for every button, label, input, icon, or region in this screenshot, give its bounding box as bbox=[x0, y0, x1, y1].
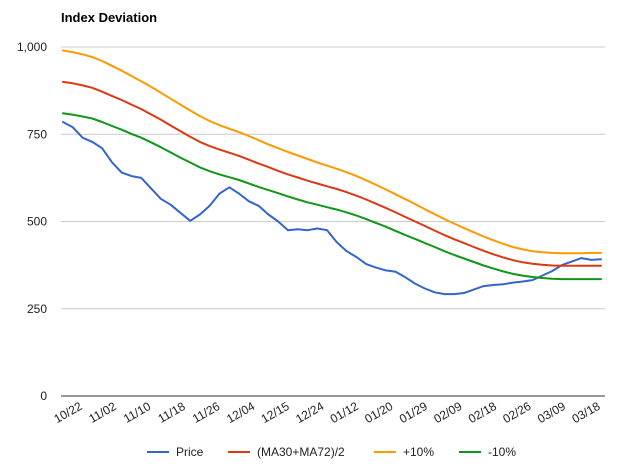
x-tick-label: 01/20 bbox=[362, 399, 395, 426]
y-tick-label: 0 bbox=[40, 389, 47, 403]
x-tick-label: 02/09 bbox=[431, 399, 464, 426]
series-line bbox=[62, 121, 602, 296]
x-tick-label: 12/04 bbox=[224, 399, 257, 426]
legend-label: +10% bbox=[403, 445, 434, 459]
x-tick-label: 01/12 bbox=[328, 399, 361, 426]
series-line bbox=[62, 80, 602, 267]
y-tick-label: 500 bbox=[27, 215, 47, 229]
x-tick-label: 02/18 bbox=[466, 399, 499, 426]
x-tick-label: 12/24 bbox=[293, 399, 326, 426]
series-line bbox=[62, 49, 602, 255]
x-tick-label: 03/18 bbox=[569, 399, 602, 426]
x-tick-label: 03/09 bbox=[535, 399, 568, 426]
y-tick-label: 1,000 bbox=[17, 40, 47, 54]
x-tick-label: 02/26 bbox=[500, 399, 533, 426]
x-tick-label: 01/29 bbox=[397, 399, 430, 426]
x-tick-label: 10/22 bbox=[51, 399, 84, 426]
y-tick-label: 750 bbox=[27, 127, 47, 141]
y-axis-ticks: 0 250 500 750 1,000 bbox=[17, 40, 47, 403]
x-tick-label: 11/02 bbox=[86, 399, 119, 426]
gridlines bbox=[61, 46, 605, 397]
legend-label: -10% bbox=[488, 445, 516, 459]
y-tick-label: 250 bbox=[27, 302, 47, 316]
x-tick-label: 11/18 bbox=[155, 399, 188, 426]
x-tick-label: 11/26 bbox=[190, 399, 223, 426]
series-lines bbox=[62, 49, 602, 296]
chart-title: Index Deviation bbox=[61, 10, 157, 25]
legend-label: (MA30+MA72)/2 bbox=[257, 445, 345, 459]
series-line bbox=[62, 112, 602, 281]
x-tick-label: 12/15 bbox=[259, 399, 292, 426]
legend-label: Price bbox=[176, 445, 204, 459]
legend: Price (MA30+MA72)/2 +10% -10% bbox=[147, 445, 516, 459]
x-tick-label: 11/10 bbox=[121, 399, 154, 426]
x-axis-ticks: 10/22 11/02 11/10 11/18 11/26 12/04 12/15 12/24… bbox=[51, 399, 602, 426]
